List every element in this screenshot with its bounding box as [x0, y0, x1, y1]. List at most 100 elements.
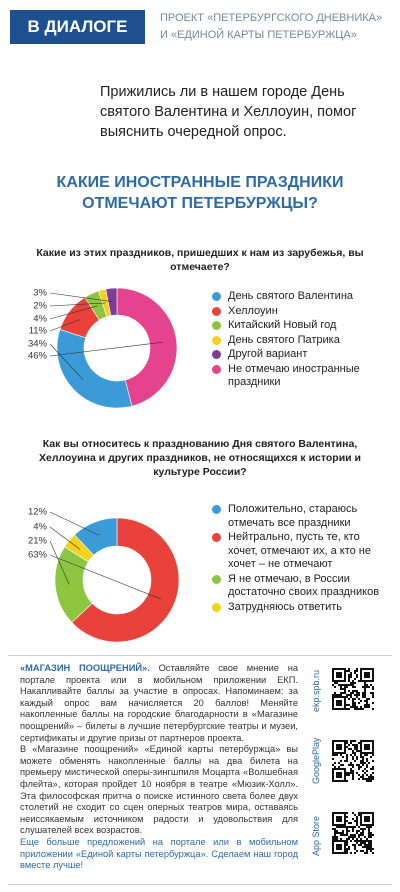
qr-module [372, 768, 374, 770]
qr-module [336, 680, 338, 682]
legend-label: Китайский Новый год [228, 319, 337, 331]
qr-module [346, 812, 348, 814]
qr-module [354, 686, 356, 688]
qr-module [358, 742, 360, 744]
leader-line [49, 554, 162, 600]
qr-module [366, 684, 368, 686]
qr-module [332, 672, 334, 674]
qr-module [332, 698, 334, 700]
qr-module [354, 748, 356, 750]
leader-line [49, 343, 84, 381]
qr-module [356, 824, 358, 826]
qr-module [354, 708, 356, 710]
qr-module [348, 674, 350, 676]
legend-item: День святого Валентина [212, 290, 382, 304]
qr-module [368, 740, 370, 742]
qr-module [364, 692, 366, 694]
qr-module [344, 822, 346, 824]
qr-module [372, 740, 374, 742]
qr-module [352, 776, 354, 778]
qr-module [338, 746, 340, 748]
qr-module [340, 748, 342, 750]
qr-module [370, 834, 372, 836]
qr-module [368, 698, 370, 700]
qr-module [372, 834, 374, 836]
qr-module [362, 686, 364, 688]
qr-module [336, 674, 338, 676]
qr-module [336, 780, 338, 782]
qr-module [366, 824, 368, 826]
qr-module [340, 754, 342, 756]
qr-module [352, 698, 354, 700]
qr-module [342, 692, 344, 694]
qr-module [340, 772, 342, 774]
qr-module [334, 830, 336, 832]
qr-module [344, 760, 346, 762]
qr-module [366, 818, 368, 820]
qr-module [340, 686, 342, 688]
qr-module [366, 676, 368, 678]
qr-module [362, 830, 364, 832]
leader-line [49, 292, 113, 303]
qr-module [356, 832, 358, 834]
qr-module [364, 740, 366, 742]
qr-module [370, 774, 372, 776]
qr-module [370, 844, 372, 846]
qr-module [356, 764, 358, 766]
qr-module [370, 778, 372, 780]
qr-module [340, 674, 342, 676]
qr-module [362, 774, 364, 776]
qr-module [340, 680, 342, 682]
qr-module [372, 742, 374, 744]
qr-module [334, 682, 336, 684]
qr-module [342, 824, 344, 826]
qr-module [344, 768, 346, 770]
qr-module [352, 774, 354, 776]
qr-module [370, 752, 372, 754]
qr-module [344, 688, 346, 690]
qr-module [344, 846, 346, 848]
qr-module [344, 702, 346, 704]
qr-module [346, 844, 348, 846]
qr-module [356, 850, 358, 852]
qr-module [342, 768, 344, 770]
qr-module [362, 812, 364, 814]
qr-module [342, 832, 344, 834]
qr-module [338, 852, 340, 854]
qr-module [338, 762, 340, 764]
qr-module [336, 848, 338, 850]
qr-module [338, 774, 340, 776]
qr-module [346, 840, 348, 842]
qr-module [364, 688, 366, 690]
qr-module [344, 850, 346, 852]
qr-module [370, 836, 372, 838]
qr-module [368, 778, 370, 780]
qr-module [360, 740, 362, 742]
qr-module [352, 704, 354, 706]
qr-module [336, 838, 338, 840]
store-caption: GooglePlay [311, 737, 321, 784]
qr-module [344, 692, 346, 694]
qr-module [344, 824, 346, 826]
qr-module [340, 780, 342, 782]
qr-module [346, 850, 348, 852]
qr-module [356, 820, 358, 822]
qr-module [340, 744, 342, 746]
qr-module [352, 766, 354, 768]
qr-module [338, 832, 340, 834]
value-label: 3% [33, 288, 47, 299]
qr-module [340, 702, 342, 704]
qr-module [336, 826, 338, 828]
qr-module [338, 776, 340, 778]
qr-module [356, 708, 358, 710]
qr-module [348, 670, 350, 672]
qr-module [348, 698, 350, 700]
legend-item: Я не отмечаю, в России достаточно своих … [212, 573, 382, 600]
qr-module [372, 852, 374, 854]
qr-module [334, 812, 336, 814]
qr-module [356, 674, 358, 676]
value-label: 63% [28, 550, 48, 561]
qr-module [366, 820, 368, 822]
question: Какие из этих праздников, пришедших к на… [36, 247, 364, 273]
qr-module [334, 828, 336, 830]
